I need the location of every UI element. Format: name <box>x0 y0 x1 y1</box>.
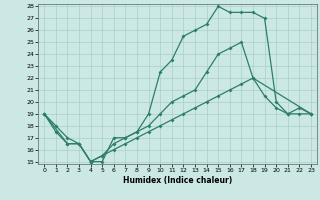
X-axis label: Humidex (Indice chaleur): Humidex (Indice chaleur) <box>123 176 232 185</box>
